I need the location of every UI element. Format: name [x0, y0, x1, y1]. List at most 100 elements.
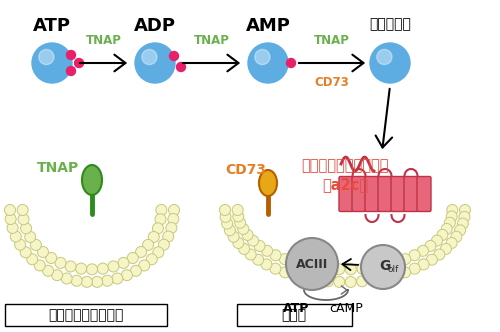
Circle shape: [112, 273, 123, 284]
Text: TNAP: TNAP: [37, 161, 79, 175]
Circle shape: [74, 58, 84, 67]
Circle shape: [7, 222, 18, 233]
Circle shape: [20, 223, 32, 234]
Circle shape: [222, 218, 232, 229]
Circle shape: [152, 223, 164, 234]
Circle shape: [290, 270, 300, 281]
Circle shape: [300, 273, 312, 284]
Circle shape: [446, 211, 457, 222]
Circle shape: [322, 263, 333, 274]
Circle shape: [286, 58, 296, 67]
Circle shape: [361, 245, 405, 289]
Text: 「a2c」: 「a2c」: [322, 177, 368, 192]
Circle shape: [311, 262, 322, 273]
Circle shape: [345, 277, 356, 288]
Circle shape: [248, 235, 258, 246]
Circle shape: [142, 239, 154, 250]
Circle shape: [400, 254, 410, 265]
Circle shape: [128, 253, 138, 264]
Circle shape: [168, 213, 179, 224]
Text: ATP: ATP: [283, 301, 309, 314]
Circle shape: [460, 205, 470, 215]
Circle shape: [18, 214, 29, 225]
Circle shape: [400, 267, 410, 278]
Text: olf: olf: [387, 266, 398, 275]
Text: TNAP: TNAP: [86, 34, 122, 47]
Ellipse shape: [259, 170, 277, 196]
Circle shape: [418, 245, 428, 256]
Circle shape: [440, 243, 452, 254]
Circle shape: [232, 205, 243, 215]
Circle shape: [378, 273, 390, 284]
Circle shape: [437, 229, 448, 240]
Circle shape: [224, 225, 235, 236]
Circle shape: [280, 254, 290, 265]
Circle shape: [409, 250, 420, 261]
FancyBboxPatch shape: [5, 304, 167, 326]
Text: TNAP: TNAP: [194, 34, 230, 47]
Circle shape: [166, 222, 177, 233]
Circle shape: [168, 205, 179, 215]
Circle shape: [377, 49, 392, 65]
Circle shape: [261, 259, 272, 270]
Circle shape: [162, 231, 173, 242]
Circle shape: [42, 265, 54, 276]
Circle shape: [139, 260, 150, 271]
Circle shape: [155, 214, 166, 225]
Circle shape: [441, 223, 452, 234]
Circle shape: [238, 223, 249, 234]
Circle shape: [170, 51, 178, 60]
Circle shape: [357, 263, 368, 274]
Text: 新規アデノシン受容体: 新規アデノシン受容体: [301, 158, 389, 173]
Circle shape: [356, 276, 368, 287]
Circle shape: [252, 254, 264, 265]
Circle shape: [254, 240, 265, 251]
Circle shape: [76, 263, 86, 274]
Circle shape: [176, 62, 186, 71]
Circle shape: [289, 257, 300, 268]
Circle shape: [242, 229, 253, 240]
Circle shape: [102, 275, 113, 286]
Circle shape: [234, 217, 246, 228]
Text: CD73: CD73: [314, 76, 350, 89]
Circle shape: [30, 239, 42, 250]
Circle shape: [130, 265, 141, 276]
Circle shape: [233, 237, 244, 248]
FancyBboxPatch shape: [365, 177, 379, 211]
Circle shape: [86, 264, 98, 275]
Circle shape: [26, 254, 38, 265]
Circle shape: [425, 240, 436, 251]
FancyBboxPatch shape: [404, 177, 418, 211]
Circle shape: [233, 211, 244, 222]
Text: TNAP: TNAP: [314, 34, 350, 47]
Circle shape: [368, 262, 379, 273]
Circle shape: [38, 246, 48, 258]
Circle shape: [434, 249, 445, 260]
Circle shape: [4, 205, 16, 215]
Circle shape: [153, 247, 164, 258]
Circle shape: [65, 261, 76, 272]
Circle shape: [135, 43, 175, 83]
Circle shape: [334, 264, 344, 275]
Text: cAMP: cAMP: [329, 301, 363, 314]
FancyBboxPatch shape: [417, 177, 431, 211]
Circle shape: [368, 275, 379, 286]
Circle shape: [32, 43, 72, 83]
Circle shape: [92, 276, 102, 288]
Circle shape: [66, 66, 76, 75]
Circle shape: [158, 239, 170, 250]
Circle shape: [390, 257, 401, 268]
Circle shape: [5, 213, 16, 224]
Circle shape: [46, 253, 56, 264]
Circle shape: [248, 43, 288, 83]
FancyBboxPatch shape: [352, 177, 366, 211]
Circle shape: [136, 246, 146, 258]
Circle shape: [280, 267, 290, 278]
Circle shape: [20, 247, 31, 258]
Circle shape: [286, 238, 338, 290]
Circle shape: [146, 254, 158, 265]
FancyBboxPatch shape: [339, 177, 353, 211]
Circle shape: [66, 50, 76, 59]
Circle shape: [156, 205, 167, 215]
Circle shape: [61, 273, 72, 284]
